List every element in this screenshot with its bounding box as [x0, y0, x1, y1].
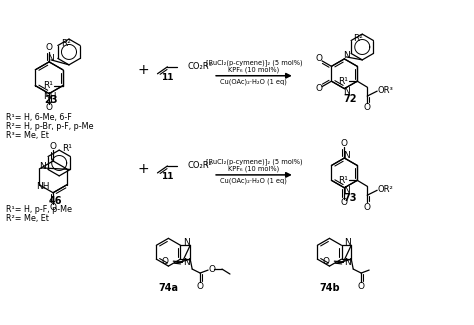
Text: R²: R² — [61, 39, 71, 48]
Text: KPF₆ (10 mol%): KPF₆ (10 mol%) — [228, 67, 280, 73]
Text: 11: 11 — [161, 172, 173, 181]
Text: R³= Me, Et: R³= Me, Et — [6, 131, 49, 140]
Text: KPF₆ (10 mol%): KPF₆ (10 mol%) — [228, 166, 280, 172]
Text: R¹= H, p-F, p-Me: R¹= H, p-F, p-Me — [6, 205, 73, 214]
Text: R²= Me, Et: R²= Me, Et — [6, 214, 49, 223]
Text: [RuCl₂(p-cymene)]₂ (5 mol%): [RuCl₂(p-cymene)]₂ (5 mol%) — [206, 159, 302, 165]
Text: O: O — [46, 44, 53, 52]
Text: N: N — [344, 258, 351, 266]
Text: N: N — [39, 162, 46, 172]
Text: 46: 46 — [48, 196, 62, 206]
Text: 23: 23 — [45, 95, 58, 105]
Text: N: N — [343, 186, 350, 195]
Text: R²: R² — [353, 34, 363, 43]
Text: N: N — [183, 258, 190, 266]
Text: +: + — [138, 63, 149, 77]
Text: O: O — [364, 202, 371, 212]
Text: OR²: OR² — [377, 185, 393, 194]
Text: O: O — [209, 265, 216, 274]
Text: 11: 11 — [161, 73, 173, 82]
Text: CO₂R²: CO₂R² — [187, 162, 212, 171]
Text: NH: NH — [36, 182, 50, 191]
Text: N: N — [343, 87, 350, 96]
Text: O: O — [197, 282, 204, 292]
Text: OR³: OR³ — [377, 85, 393, 95]
Text: N: N — [343, 51, 350, 60]
Text: 74b: 74b — [319, 283, 340, 293]
Text: O: O — [315, 84, 322, 93]
Text: O: O — [50, 203, 56, 212]
Text: 73: 73 — [344, 193, 357, 203]
Text: O: O — [315, 54, 322, 63]
Text: [RuCl₂(p-cymene)]₂ (5 mol%): [RuCl₂(p-cymene)]₂ (5 mol%) — [206, 59, 302, 66]
Text: O: O — [358, 282, 365, 292]
Text: N: N — [344, 238, 351, 247]
Text: 74a: 74a — [158, 283, 178, 293]
Text: O: O — [341, 198, 348, 207]
Text: O: O — [50, 142, 56, 151]
Text: Cu(OAc)₂·H₂O (1 eq): Cu(OAc)₂·H₂O (1 eq) — [220, 177, 287, 184]
Text: +: + — [138, 162, 149, 176]
Text: R¹: R¹ — [338, 77, 348, 86]
Text: O: O — [341, 139, 348, 148]
Text: O: O — [46, 103, 53, 112]
Text: R²= H, p-Br, p-F, p-Me: R²= H, p-Br, p-F, p-Me — [6, 122, 94, 131]
Text: R¹: R¹ — [62, 144, 72, 153]
Text: NH: NH — [43, 92, 57, 101]
Text: N: N — [343, 150, 350, 160]
Text: R¹= H, 6-Me, 6-F: R¹= H, 6-Me, 6-F — [6, 113, 72, 122]
Text: R¹: R¹ — [43, 81, 53, 90]
Text: O: O — [323, 257, 330, 266]
Text: N: N — [183, 238, 190, 247]
Text: 72: 72 — [344, 94, 357, 104]
Text: R¹: R¹ — [338, 176, 348, 185]
Text: O: O — [364, 103, 371, 112]
Text: N: N — [47, 54, 54, 63]
Text: Cu(OAc)₂·H₂O (1 eq): Cu(OAc)₂·H₂O (1 eq) — [220, 78, 287, 85]
Text: CO₂R³: CO₂R³ — [187, 62, 212, 71]
Text: O: O — [162, 257, 169, 266]
